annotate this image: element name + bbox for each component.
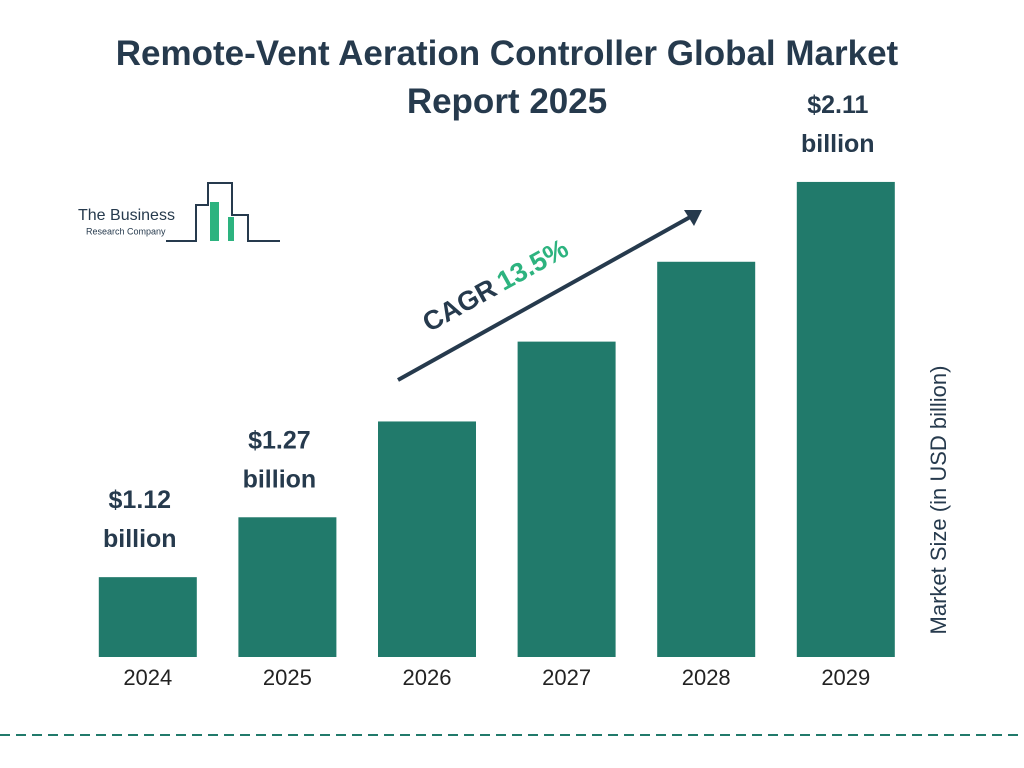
bar <box>796 181 895 657</box>
value-label: $1.12 billion <box>103 486 177 553</box>
value-label-line: $1.27 <box>248 426 311 454</box>
logo-text: The Business <box>78 207 175 224</box>
cagr-arrow <box>397 214 693 382</box>
logo-bar <box>210 202 219 241</box>
chart-title: Remote-Vent Aeration Controller Global M… <box>115 34 899 121</box>
logo: The Business Research Company <box>78 182 280 242</box>
bar <box>238 517 337 657</box>
x-tick-label: 2028 <box>682 665 731 690</box>
logo-subtext: Research Company <box>86 226 166 236</box>
cagr: CAGR 13.5% <box>417 233 573 338</box>
bar <box>98 577 197 657</box>
value-label: $2.11 billion <box>801 91 875 158</box>
value-label-line: billion <box>243 465 317 493</box>
bar <box>657 261 756 657</box>
bar <box>517 341 616 657</box>
x-tick-label: 2025 <box>263 665 312 690</box>
x-tick-label: 2024 <box>123 665 172 690</box>
cagr-arrowhead <box>684 210 702 226</box>
x-tick-label: 2026 <box>403 665 452 690</box>
logo-outline <box>166 182 280 242</box>
value-label: $1.27 billion <box>243 426 317 493</box>
y-axis-label: Market Size (in USD billion) <box>926 366 951 635</box>
value-label-line: billion <box>801 130 875 158</box>
value-label-line: billion <box>103 525 177 553</box>
logo-bar <box>228 217 234 241</box>
x-tick-label: 2027 <box>542 665 591 690</box>
x-tick-label: 2029 <box>821 665 870 690</box>
value-label-line: $1.12 <box>109 486 172 514</box>
value-label-line: $2.11 <box>807 91 868 119</box>
bar <box>378 421 476 657</box>
